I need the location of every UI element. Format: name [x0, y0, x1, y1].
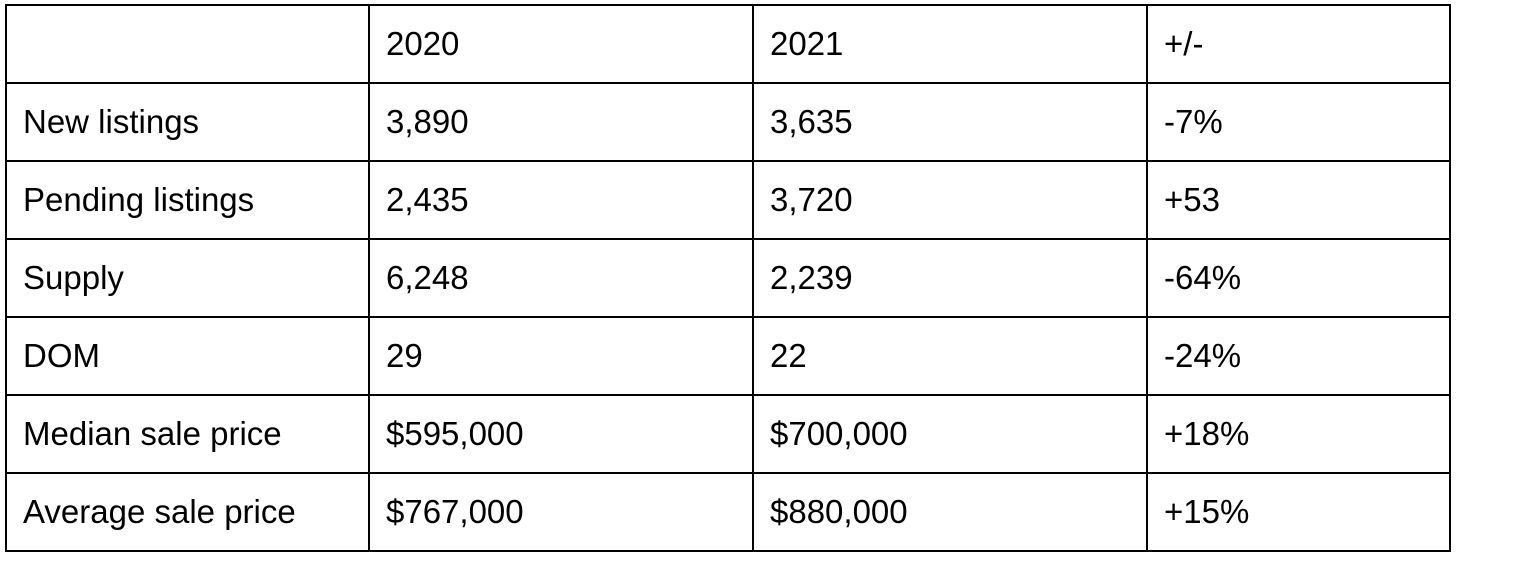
value-2020: $767,000 — [368, 472, 754, 552]
table-row: New listings 3,890 3,635 -7% — [5, 82, 1451, 162]
value-2021: $700,000 — [752, 394, 1148, 474]
row-label: Pending listings — [5, 160, 370, 240]
value-2021: 3,720 — [752, 160, 1148, 240]
header-cell-2020: 2020 — [368, 4, 754, 84]
value-2021: 3,635 — [752, 82, 1148, 162]
value-2021: $880,000 — [752, 472, 1148, 552]
comparison-table: 2020 2021 +/- New listings 3,890 3,635 -… — [5, 4, 1451, 552]
row-label: New listings — [5, 82, 370, 162]
header-cell-empty — [5, 4, 370, 84]
value-change: +15% — [1146, 472, 1451, 552]
value-2020: 3,890 — [368, 82, 754, 162]
value-change: -7% — [1146, 82, 1451, 162]
table-row: DOM 29 22 -24% — [5, 316, 1451, 396]
value-2020: 2,435 — [368, 160, 754, 240]
table-row: Average sale price $767,000 $880,000 +15… — [5, 472, 1451, 552]
value-2020: 6,248 — [368, 238, 754, 318]
header-cell-change: +/- — [1146, 4, 1451, 84]
table-header-row: 2020 2021 +/- — [5, 4, 1451, 84]
header-cell-2021: 2021 — [752, 4, 1148, 84]
table-row: Median sale price $595,000 $700,000 +18% — [5, 394, 1451, 474]
value-2021: 2,239 — [752, 238, 1148, 318]
row-label: DOM — [5, 316, 370, 396]
row-label: Average sale price — [5, 472, 370, 552]
value-change: -24% — [1146, 316, 1451, 396]
table-row: Supply 6,248 2,239 -64% — [5, 238, 1451, 318]
value-2021: 22 — [752, 316, 1148, 396]
value-2020: 29 — [368, 316, 754, 396]
value-change: -64% — [1146, 238, 1451, 318]
value-change: +18% — [1146, 394, 1451, 474]
row-label: Median sale price — [5, 394, 370, 474]
table-row: Pending listings 2,435 3,720 +53 — [5, 160, 1451, 240]
value-change: +53 — [1146, 160, 1451, 240]
value-2020: $595,000 — [368, 394, 754, 474]
row-label: Supply — [5, 238, 370, 318]
